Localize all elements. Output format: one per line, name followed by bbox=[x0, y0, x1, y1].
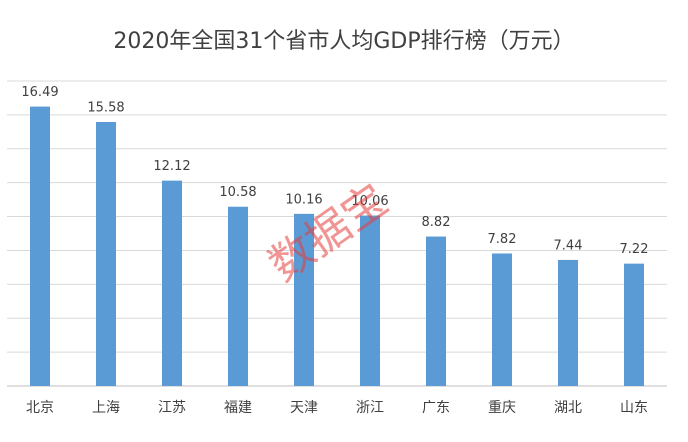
x-tick-label: 浙江 bbox=[356, 400, 384, 416]
bar bbox=[96, 122, 116, 386]
bar bbox=[228, 206, 248, 386]
x-tick-label: 北京 bbox=[26, 400, 54, 416]
x-tick-label: 福建 bbox=[224, 400, 252, 416]
value-label: 8.82 bbox=[422, 215, 451, 230]
value-label: 15.58 bbox=[87, 101, 124, 116]
bar bbox=[30, 106, 50, 386]
value-label: 12.12 bbox=[153, 159, 190, 174]
x-tick-label: 上海 bbox=[92, 400, 120, 416]
bar bbox=[426, 236, 446, 386]
chart-title: 2020年全国31个省市人均GDP排行榜（万元） bbox=[113, 29, 574, 54]
bar bbox=[360, 215, 380, 386]
x-tick-label: 山东 bbox=[620, 400, 648, 416]
value-label: 10.58 bbox=[219, 185, 256, 200]
bar bbox=[492, 253, 512, 386]
value-label: 7.22 bbox=[620, 242, 649, 257]
bar bbox=[624, 263, 644, 386]
value-label: 7.44 bbox=[554, 238, 583, 253]
bar bbox=[162, 180, 182, 386]
bar bbox=[294, 213, 314, 386]
x-tick-label: 江苏 bbox=[158, 400, 186, 416]
value-label: 7.82 bbox=[488, 232, 517, 247]
bar bbox=[558, 259, 578, 386]
x-tick-label: 湖北 bbox=[554, 400, 582, 416]
x-tick-label: 天津 bbox=[290, 400, 318, 416]
value-label: 16.49 bbox=[21, 85, 58, 100]
value-label: 10.06 bbox=[351, 194, 388, 209]
x-tick-label: 广东 bbox=[422, 400, 450, 416]
x-tick-label: 重庆 bbox=[488, 400, 516, 416]
value-label: 10.16 bbox=[285, 192, 322, 207]
